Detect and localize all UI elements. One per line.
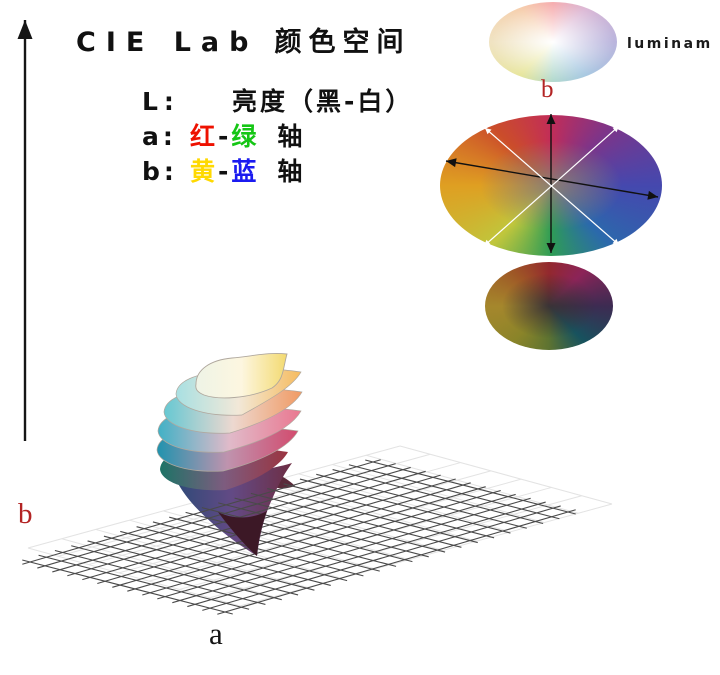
axis-word: 轴 bbox=[277, 157, 306, 186]
legend-line-a: a: 红-绿轴 bbox=[142, 119, 413, 154]
legend-line-b: b: 黄-蓝轴 bbox=[142, 154, 413, 189]
floor-grid-light bbox=[27, 445, 613, 607]
gamut-cone-under bbox=[172, 463, 295, 556]
luminance-caption: luminam bbox=[627, 36, 713, 52]
a-axis-label: a bbox=[209, 616, 223, 651]
dash: - bbox=[218, 157, 232, 186]
ab-color-wheel bbox=[440, 115, 662, 256]
axis-word: 轴 bbox=[277, 122, 306, 151]
b-axis-label: b bbox=[18, 498, 33, 530]
gamut-lightness-stack bbox=[156, 353, 303, 491]
legend: L: 亮度（黑-白） a: 红-绿轴 b: 黄-蓝轴 bbox=[142, 84, 413, 189]
legend-line-l: L: 亮度（黑-白） bbox=[142, 84, 413, 119]
wheel-b-label: b bbox=[541, 76, 554, 103]
high-luminance-ellipse bbox=[489, 2, 617, 82]
dash: - bbox=[218, 122, 232, 151]
floor-grid bbox=[22, 459, 576, 615]
green-word: 绿 bbox=[231, 122, 260, 151]
blue-word: 蓝 bbox=[231, 157, 260, 186]
lightness-axis-arrow bbox=[17, 20, 33, 441]
legend-key-l: L: bbox=[142, 87, 180, 116]
page-title: CIE Lab 颜色空间 bbox=[76, 20, 410, 59]
title-cjk: 颜色空间 bbox=[274, 27, 411, 58]
legend-key-b: b: bbox=[142, 157, 178, 186]
legend-key-a: a: bbox=[142, 122, 177, 151]
red-word: 红 bbox=[190, 122, 219, 151]
low-luminance-ellipse bbox=[485, 262, 613, 350]
legend-value-l: 亮度（黑-白） bbox=[232, 87, 414, 116]
yellow-word: 黄 bbox=[190, 157, 219, 186]
gamut-cone-tip bbox=[218, 511, 267, 556]
title-latin: CIE Lab bbox=[76, 27, 259, 58]
